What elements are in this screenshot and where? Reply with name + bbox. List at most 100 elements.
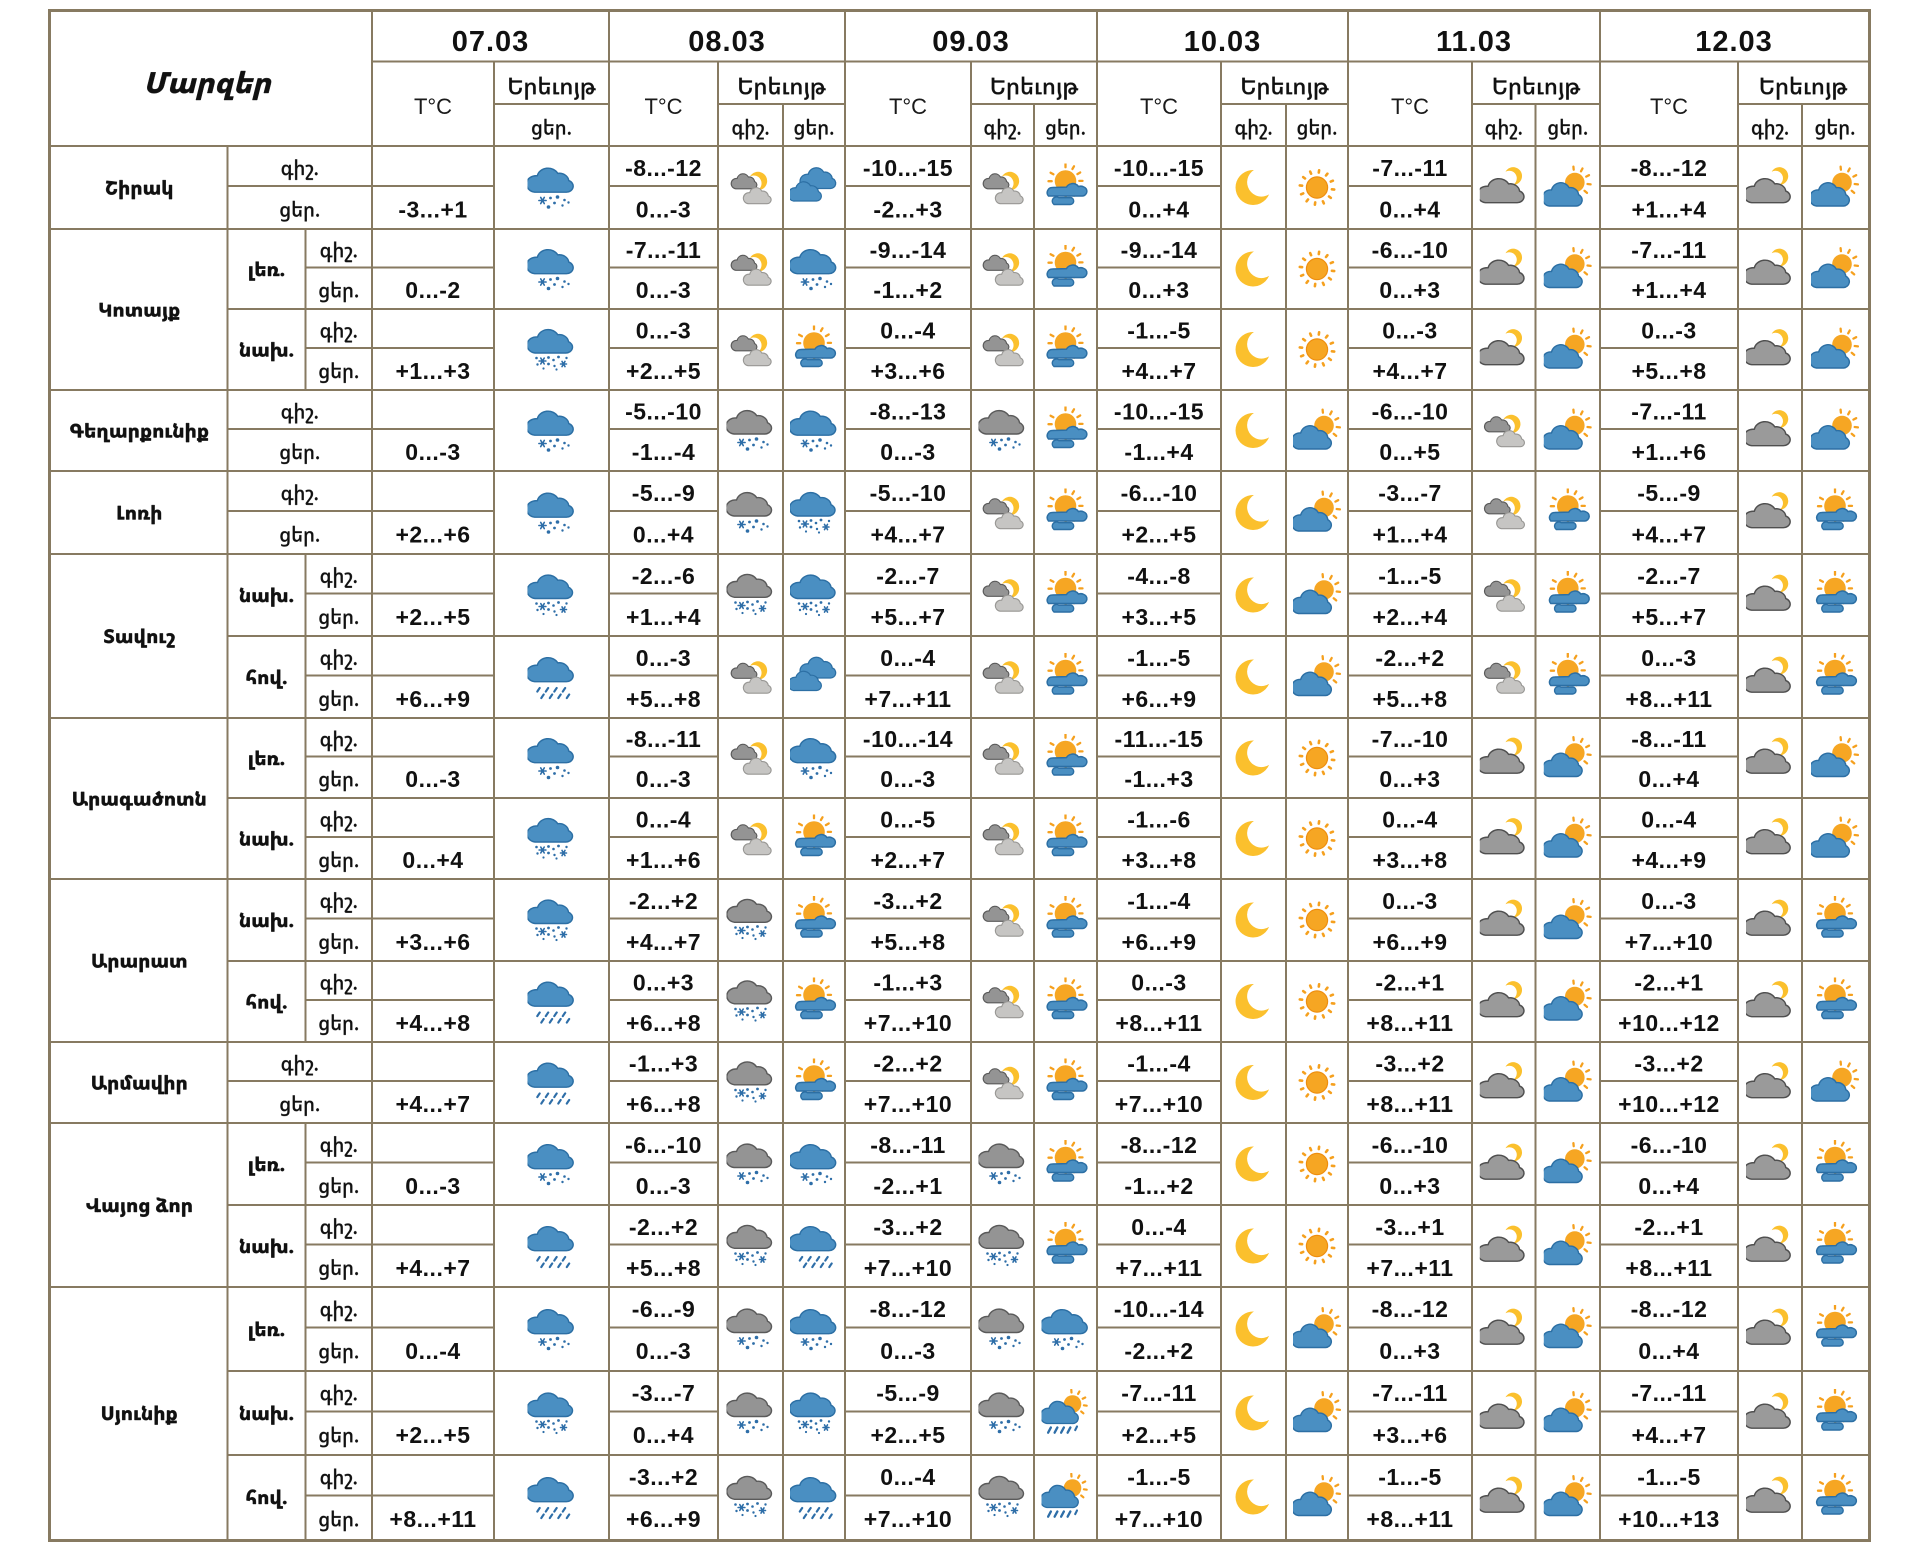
svg-text:-1...-5: -1...-5: [1127, 1464, 1191, 1490]
svg-text:+6...+8: +6...+8: [626, 1091, 701, 1117]
svg-text:-1...-5: -1...-5: [1127, 318, 1191, 344]
svg-text:-11...-15: -11...-15: [1115, 726, 1204, 752]
svg-text:+6...+9: +6...+9: [1121, 929, 1196, 955]
svg-text:+8...+11: +8...+11: [1366, 1506, 1453, 1532]
svg-text:-6...-10: -6...-10: [1372, 399, 1449, 425]
svg-text:0...-3: 0...-3: [880, 766, 935, 792]
svg-text:-1...-5: -1...-5: [1637, 1464, 1701, 1490]
svg-text:T°C: T°C: [414, 94, 452, 119]
svg-text:+2...+7: +2...+7: [870, 847, 945, 873]
svg-text:0...-3: 0...-3: [1641, 318, 1696, 344]
svg-text:-3...-7: -3...-7: [632, 1380, 696, 1406]
svg-text:0...+4: 0...+4: [633, 1422, 694, 1448]
svg-text:0...+4: 0...+4: [633, 522, 694, 548]
svg-text:-5...-9: -5...-9: [1637, 480, 1701, 506]
svg-text:-7...-11: -7...-11: [1372, 1380, 1448, 1406]
svg-text:+1...+6: +1...+6: [1631, 439, 1706, 465]
svg-text:-3...+1: -3...+1: [1375, 1214, 1444, 1240]
svg-text:-7...-11: -7...-11: [1631, 1380, 1707, 1406]
svg-text:-2...+2: -2...+2: [1124, 1338, 1193, 1364]
svg-text:+8...+11: +8...+11: [1625, 686, 1712, 712]
svg-text:0...+4: 0...+4: [1638, 1338, 1699, 1364]
svg-text:-8...-12: -8...-12: [870, 1296, 947, 1322]
svg-text:0...+3: 0...+3: [1379, 766, 1440, 792]
svg-text:-4...-8: -4...-8: [1127, 563, 1191, 589]
svg-text:0...-4: 0...-4: [880, 318, 935, 344]
svg-text:-1...-5: -1...-5: [1378, 563, 1442, 589]
svg-text:07.03: 07.03: [452, 26, 530, 58]
svg-text:-10...-14: -10...-14: [863, 726, 953, 752]
svg-text:-7...-11: -7...-11: [1121, 1380, 1197, 1406]
svg-text:+4...+7: +4...+7: [1372, 358, 1447, 384]
svg-text:+3...+6: +3...+6: [1372, 1422, 1447, 1448]
svg-text:+4...+9: +4...+9: [1631, 847, 1706, 873]
svg-text:-2...+1: -2...+1: [1375, 970, 1444, 996]
svg-text:-1...+4: -1...+4: [1124, 439, 1193, 465]
svg-text:12.03: 12.03: [1695, 26, 1773, 58]
svg-text:-8...-12: -8...-12: [1372, 1296, 1449, 1322]
svg-text:+5...+8: +5...+8: [1372, 686, 1447, 712]
svg-text:+1...+4: +1...+4: [1372, 522, 1447, 548]
svg-text:-1...+2: -1...+2: [1124, 1173, 1193, 1199]
svg-text:+5...+8: +5...+8: [626, 686, 701, 712]
svg-text:-2...-6: -2...-6: [632, 563, 696, 589]
svg-text:0...-3: 0...-3: [636, 766, 691, 792]
svg-text:+7...+10: +7...+10: [1115, 1506, 1203, 1532]
svg-text:-3...+2: -3...+2: [1375, 1051, 1444, 1077]
svg-text:-5...-10: -5...-10: [870, 480, 947, 506]
svg-text:-9...-14: -9...-14: [1121, 237, 1198, 263]
svg-text:+7...+10: +7...+10: [1115, 1091, 1203, 1117]
svg-text:0...-3: 0...-3: [636, 1338, 691, 1364]
svg-text:+2...+5: +2...+5: [870, 1422, 945, 1448]
svg-text:-2...-7: -2...-7: [876, 563, 940, 589]
svg-text:-9...-14: -9...-14: [870, 237, 947, 263]
svg-text:+4...+7: +4...+7: [870, 522, 945, 548]
svg-text:+2...+5: +2...+5: [395, 1422, 470, 1448]
svg-text:+10...+12: +10...+12: [1618, 1010, 1720, 1036]
svg-text:+7...+11: +7...+11: [1115, 1255, 1202, 1281]
svg-text:0...-4: 0...-4: [1641, 807, 1696, 833]
svg-text:-7...-11: -7...-11: [1631, 399, 1707, 425]
svg-text:-3...+1: -3...+1: [398, 197, 467, 223]
svg-text:-8...-12: -8...-12: [1121, 1132, 1198, 1158]
svg-text:-6...-9: -6...-9: [632, 1296, 696, 1322]
svg-text:+2...+5: +2...+5: [1121, 1422, 1196, 1448]
svg-text:+2...+6: +2...+6: [395, 522, 470, 548]
svg-text:0...-3: 0...-3: [636, 277, 691, 303]
svg-text:0...-3: 0...-3: [636, 1173, 691, 1199]
svg-text:-7...-11: -7...-11: [1372, 155, 1448, 181]
svg-text:0...-3: 0...-3: [1382, 318, 1437, 344]
svg-text:+5...+8: +5...+8: [1631, 358, 1706, 384]
svg-text:+8...+11: +8...+11: [1625, 1255, 1712, 1281]
svg-text:0...-3: 0...-3: [880, 1338, 935, 1364]
svg-text:0...-2: 0...-2: [405, 277, 460, 303]
svg-text:+6...+9: +6...+9: [395, 686, 470, 712]
svg-text:-7...-10: -7...-10: [1372, 726, 1449, 752]
svg-text:0...-4: 0...-4: [880, 1464, 935, 1490]
svg-text:0...-3: 0...-3: [636, 197, 691, 223]
svg-text:-6...-10: -6...-10: [1372, 237, 1449, 263]
svg-text:+7...+10: +7...+10: [864, 1091, 952, 1117]
svg-text:+4...+7: +4...+7: [395, 1255, 470, 1281]
svg-text:-10...-15: -10...-15: [1114, 399, 1204, 425]
svg-text:+3...+8: +3...+8: [1121, 847, 1196, 873]
svg-text:-6...-10: -6...-10: [1631, 1132, 1708, 1158]
svg-text:+5...+8: +5...+8: [870, 929, 945, 955]
svg-text:0...-3: 0...-3: [636, 318, 691, 344]
svg-text:+7...+11: +7...+11: [1366, 1255, 1453, 1281]
svg-text:T°C: T°C: [889, 94, 927, 119]
svg-text:+5...+8: +5...+8: [626, 1255, 701, 1281]
svg-text:+10...+12: +10...+12: [1618, 1091, 1720, 1117]
svg-text:+5...+7: +5...+7: [1631, 604, 1706, 630]
svg-text:-1...-4: -1...-4: [1127, 888, 1191, 914]
svg-text:-3...+2: -3...+2: [873, 1214, 942, 1240]
svg-text:-1...+2: -1...+2: [873, 277, 942, 303]
svg-text:-1...-4: -1...-4: [632, 439, 696, 465]
svg-text:+10...+13: +10...+13: [1618, 1506, 1720, 1532]
svg-text:0...-4: 0...-4: [636, 807, 691, 833]
svg-text:-1...-5: -1...-5: [1127, 645, 1191, 671]
svg-text:0...+3: 0...+3: [1128, 277, 1189, 303]
svg-text:-8...-11: -8...-11: [626, 726, 702, 752]
svg-text:-10...-15: -10...-15: [863, 155, 953, 181]
svg-text:-5...-9: -5...-9: [876, 1380, 940, 1406]
